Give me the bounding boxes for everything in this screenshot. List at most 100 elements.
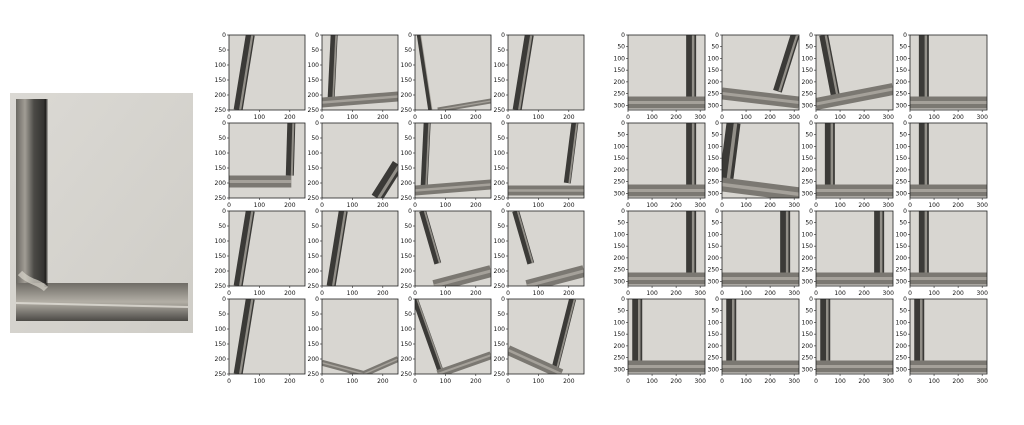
- axes-frame: [414, 298, 492, 375]
- tile-image: [722, 123, 799, 198]
- axes-frame: [414, 210, 492, 287]
- x-tick-label: 100: [646, 202, 658, 209]
- y-tick-label: 250: [896, 355, 908, 362]
- x-tick-label: 0: [814, 378, 818, 385]
- y-tick-label: 100: [708, 231, 720, 238]
- y-tick-label: 150: [308, 77, 320, 84]
- y-tick-label: 300: [614, 102, 626, 109]
- x-tick-label: 300: [882, 202, 894, 209]
- y-tick-label: 250: [215, 283, 227, 290]
- y-tick-label: 200: [708, 343, 720, 350]
- y-tick-label: 200: [215, 92, 227, 99]
- y-tick-label: 200: [401, 180, 413, 187]
- y-tick-label: 200: [308, 180, 320, 187]
- axes-frame: [815, 210, 894, 287]
- y-tick-label: 0: [222, 120, 226, 127]
- y-tick-label: 100: [308, 150, 320, 157]
- axes-frame: [627, 298, 706, 375]
- y-tick-label: 50: [617, 220, 625, 227]
- x-tick-label: 0: [720, 378, 724, 385]
- x-tick-label: 200: [764, 378, 776, 385]
- x-tick-label: 100: [834, 114, 846, 121]
- y-tick-label: 150: [802, 331, 814, 338]
- x-tick-label: 100: [740, 290, 752, 297]
- x-tick-label: 200: [952, 114, 964, 121]
- tile-image: [910, 123, 987, 198]
- tile-image: [322, 35, 398, 110]
- tile-image: [415, 211, 491, 286]
- y-tick-label: 200: [215, 180, 227, 187]
- y-tick-label: 300: [708, 366, 720, 373]
- x-tick-label: 200: [284, 202, 296, 209]
- tile-image: [508, 35, 584, 110]
- x-tick-label: 300: [694, 290, 706, 297]
- x-tick-label: 100: [646, 114, 658, 121]
- y-tick-label: 100: [708, 55, 720, 62]
- y-tick-label: 50: [805, 220, 813, 227]
- y-tick-label: 250: [308, 371, 320, 378]
- y-tick-label: 50: [805, 308, 813, 315]
- y-tick-label: 200: [308, 268, 320, 275]
- y-tick-label: 0: [408, 296, 412, 303]
- axes-frame: [815, 122, 894, 199]
- axes-frame: [507, 210, 585, 287]
- y-tick-label: 150: [896, 331, 908, 338]
- x-tick-label: 200: [764, 290, 776, 297]
- y-tick-label: 0: [501, 208, 505, 215]
- x-tick-label: 100: [533, 202, 545, 209]
- tile-image: [229, 123, 305, 198]
- y-tick-label: 200: [802, 343, 814, 350]
- y-tick-label: 150: [494, 77, 506, 84]
- y-tick-label: 200: [308, 356, 320, 363]
- tile-image: [722, 35, 799, 110]
- y-tick-label: 150: [215, 165, 227, 172]
- y-tick-label: 50: [218, 47, 226, 54]
- y-tick-label: 300: [802, 190, 814, 197]
- x-tick-label: 200: [563, 378, 575, 385]
- tile-image: [816, 35, 893, 110]
- axes-frame: [909, 210, 988, 287]
- y-tick-label: 50: [899, 132, 907, 139]
- y-tick-label: 0: [222, 296, 226, 303]
- y-tick-label: 250: [614, 91, 626, 98]
- y-tick-label: 200: [614, 79, 626, 86]
- y-tick-label: 0: [621, 208, 625, 215]
- y-tick-label: 200: [896, 167, 908, 174]
- x-tick-label: 300: [882, 290, 894, 297]
- x-tick-label: 100: [347, 202, 359, 209]
- y-tick-label: 50: [497, 311, 505, 318]
- y-tick-label: 150: [802, 67, 814, 74]
- y-tick-label: 150: [614, 243, 626, 250]
- y-tick-label: 0: [501, 32, 505, 39]
- y-tick-label: 100: [401, 238, 413, 245]
- y-tick-label: 0: [809, 120, 813, 127]
- y-tick-label: 250: [308, 283, 320, 290]
- y-tick-label: 100: [708, 143, 720, 150]
- x-tick-label: 0: [814, 114, 818, 121]
- x-tick-label: 100: [533, 290, 545, 297]
- y-tick-label: 100: [802, 143, 814, 150]
- y-tick-label: 150: [494, 165, 506, 172]
- y-tick-label: 200: [802, 167, 814, 174]
- y-tick-label: 0: [809, 296, 813, 303]
- y-tick-label: 250: [802, 355, 814, 362]
- y-tick-label: 250: [896, 267, 908, 274]
- tile-image: [508, 299, 584, 374]
- y-tick-label: 250: [802, 179, 814, 186]
- y-tick-label: 250: [708, 91, 720, 98]
- left-augmentation-grid: 0 50 100 150 200 250 0 100 200 0 50 100 150 200 250 0 10…: [212, 30, 596, 405]
- y-tick-label: 0: [315, 296, 319, 303]
- x-tick-label: 0: [413, 290, 417, 297]
- x-tick-label: 0: [227, 378, 231, 385]
- y-tick-label: 200: [614, 255, 626, 262]
- x-tick-label: 0: [506, 290, 510, 297]
- y-tick-label: 100: [401, 62, 413, 69]
